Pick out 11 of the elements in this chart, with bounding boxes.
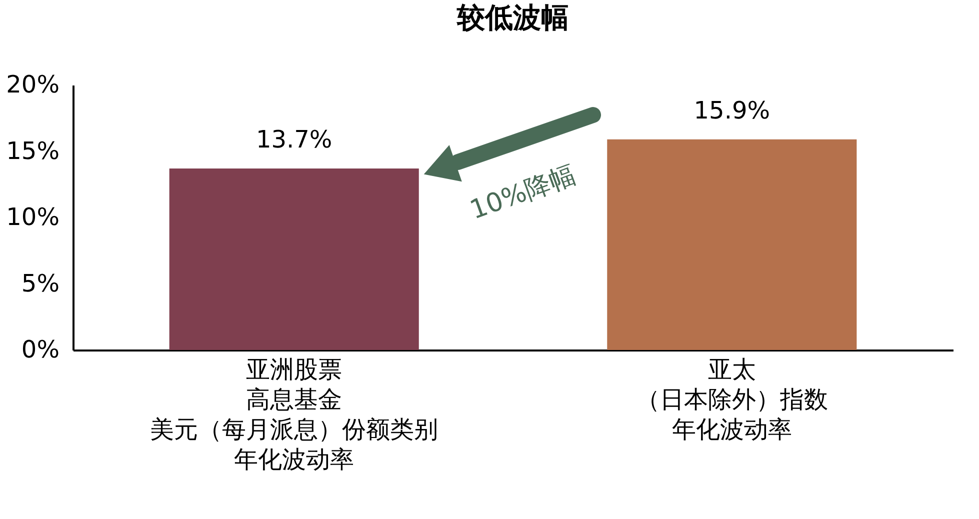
y-tick-label: 20% bbox=[6, 70, 60, 98]
data-label: 15.9% bbox=[694, 96, 770, 124]
y-tick-label: 5% bbox=[21, 269, 60, 298]
y-tick-label: 15% bbox=[6, 136, 60, 165]
y-tick-label: 10% bbox=[6, 203, 60, 231]
annotation: 10%降幅 bbox=[466, 160, 580, 226]
data-label: 13.7% bbox=[256, 125, 332, 154]
chart-title: 较低波幅 bbox=[456, 1, 569, 34]
x-tick-label: 亚太（日本除外）指数年化波动率 bbox=[636, 356, 828, 444]
x-tick-label: 亚洲股票高息基金美元（每月派息）份额类别年化波动率 bbox=[150, 356, 438, 474]
y-tick-label: 0% bbox=[21, 336, 60, 364]
